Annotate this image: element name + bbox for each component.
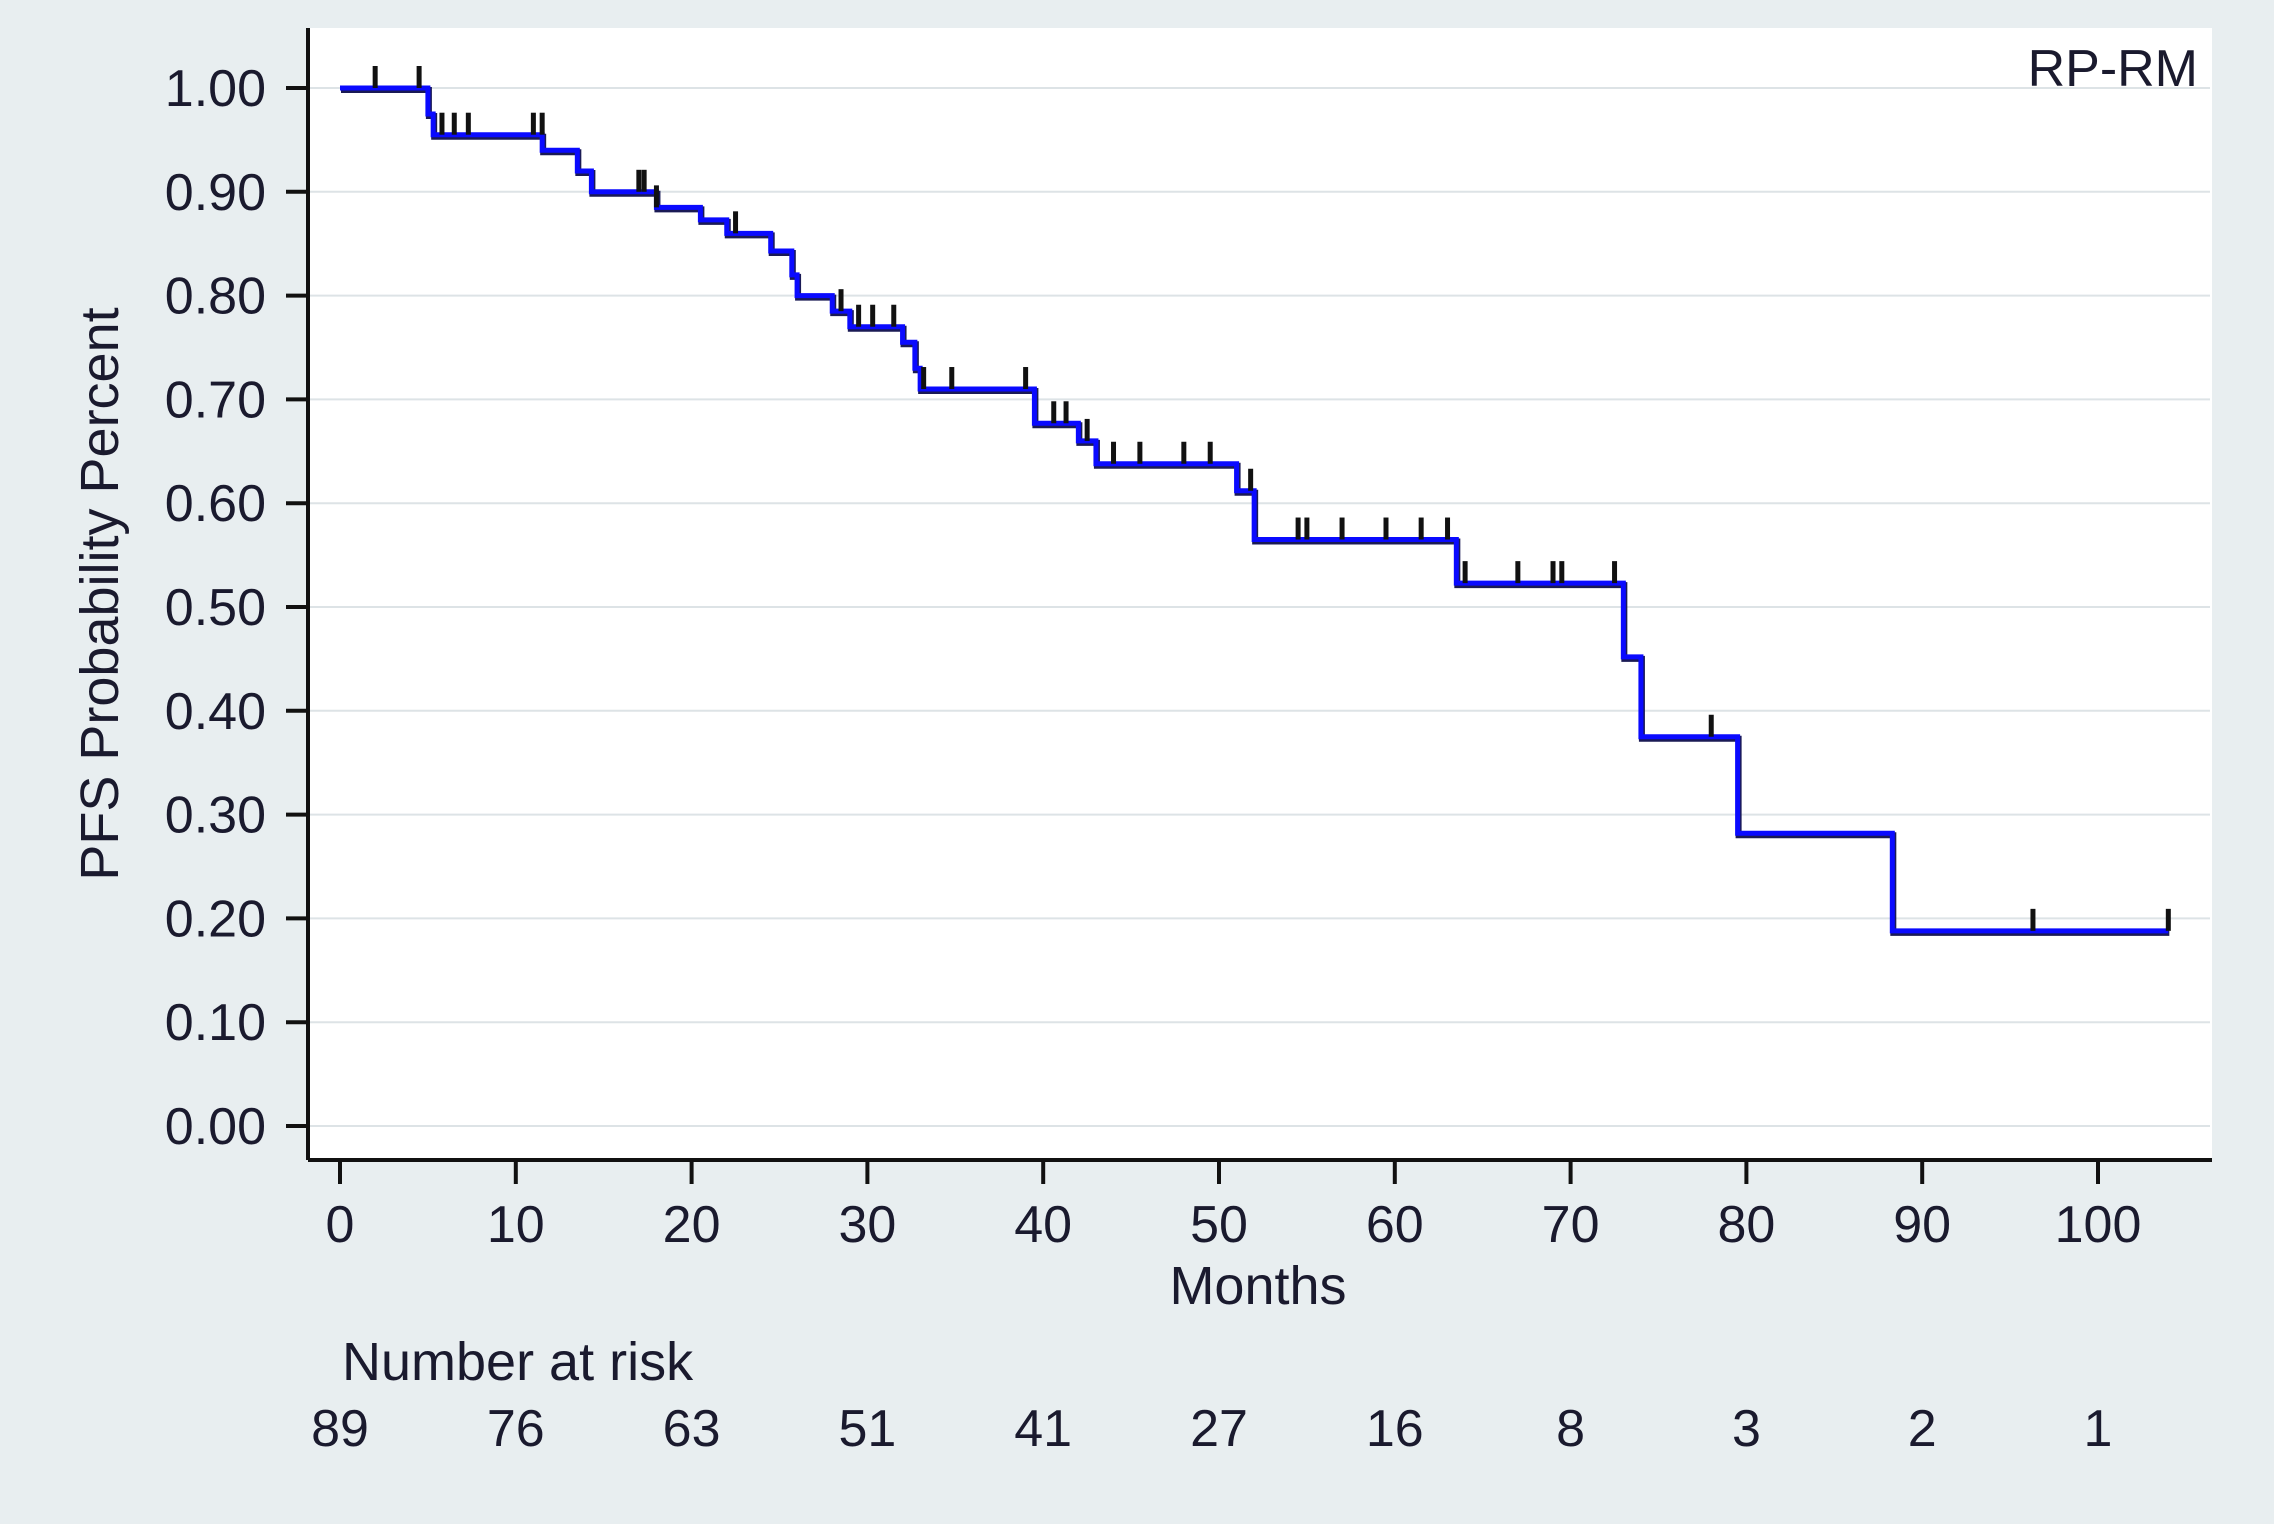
x-axis-title: Months <box>1169 1256 1346 1316</box>
y-tick-label: 0.30 <box>165 787 266 845</box>
survival-curve <box>340 85 2170 936</box>
x-tick-label: 20 <box>663 1196 721 1254</box>
risk-count: 63 <box>663 1400 721 1458</box>
risk-count: 89 <box>311 1400 369 1458</box>
survival-curve-line <box>340 85 2169 934</box>
y-tick-label: 0.50 <box>165 579 266 637</box>
risk-count: 16 <box>1366 1400 1424 1458</box>
risk-table: 89 76 63 51 41 27 16 8 3 2 1 <box>311 1400 2112 1458</box>
x-tick-label: 70 <box>1542 1196 1600 1254</box>
risk-count: 1 <box>2084 1400 2113 1458</box>
censor-marks <box>372 66 2171 931</box>
x-tick-label: 100 <box>2055 1196 2142 1254</box>
risk-count: 27 <box>1190 1400 1248 1458</box>
risk-count: 51 <box>838 1400 896 1458</box>
y-ticks: 0.00 0.10 0.20 0.30 0.40 0.50 0.60 0.70 0.80 0.90… <box>165 60 308 1156</box>
y-tick-label: 0.00 <box>165 1098 266 1156</box>
risk-table-label: Number at risk <box>342 1332 694 1392</box>
axes <box>306 28 2212 1162</box>
risk-count: 41 <box>1014 1400 1072 1458</box>
y-tick-label: 0.20 <box>165 890 266 948</box>
y-tick-label: 1.00 <box>165 60 266 118</box>
x-tick-label: 80 <box>1717 1196 1775 1254</box>
x-tick-label: 60 <box>1366 1196 1424 1254</box>
x-tick-label: 30 <box>838 1196 896 1254</box>
y-axis-title: PFS Probability Percent <box>70 307 130 880</box>
plot-area <box>308 28 2212 1160</box>
risk-count: 76 <box>487 1400 545 1458</box>
y-tick-label: 0.80 <box>165 268 266 326</box>
y-tick-label: 0.90 <box>165 164 266 222</box>
x-tick-label: 90 <box>1893 1196 1951 1254</box>
x-tick-label: 10 <box>487 1196 545 1254</box>
risk-count: 8 <box>1556 1400 1585 1458</box>
x-tick-label: 50 <box>1190 1196 1248 1254</box>
x-tick-label: 0 <box>326 1196 355 1254</box>
grid-lines <box>310 87 2210 1127</box>
y-tick-label: 0.40 <box>165 683 266 741</box>
x-tick-label: 40 <box>1014 1196 1072 1254</box>
y-tick-label: 0.10 <box>165 994 266 1052</box>
y-tick-label: 0.60 <box>165 475 266 533</box>
panel-label: RP-RM <box>2028 40 2198 98</box>
risk-count: 2 <box>1908 1400 1937 1458</box>
y-tick-label: 0.70 <box>165 371 266 429</box>
risk-count: 3 <box>1732 1400 1761 1458</box>
x-ticks: 0 10 20 30 40 50 60 70 80 90 100 <box>326 1160 2142 1254</box>
